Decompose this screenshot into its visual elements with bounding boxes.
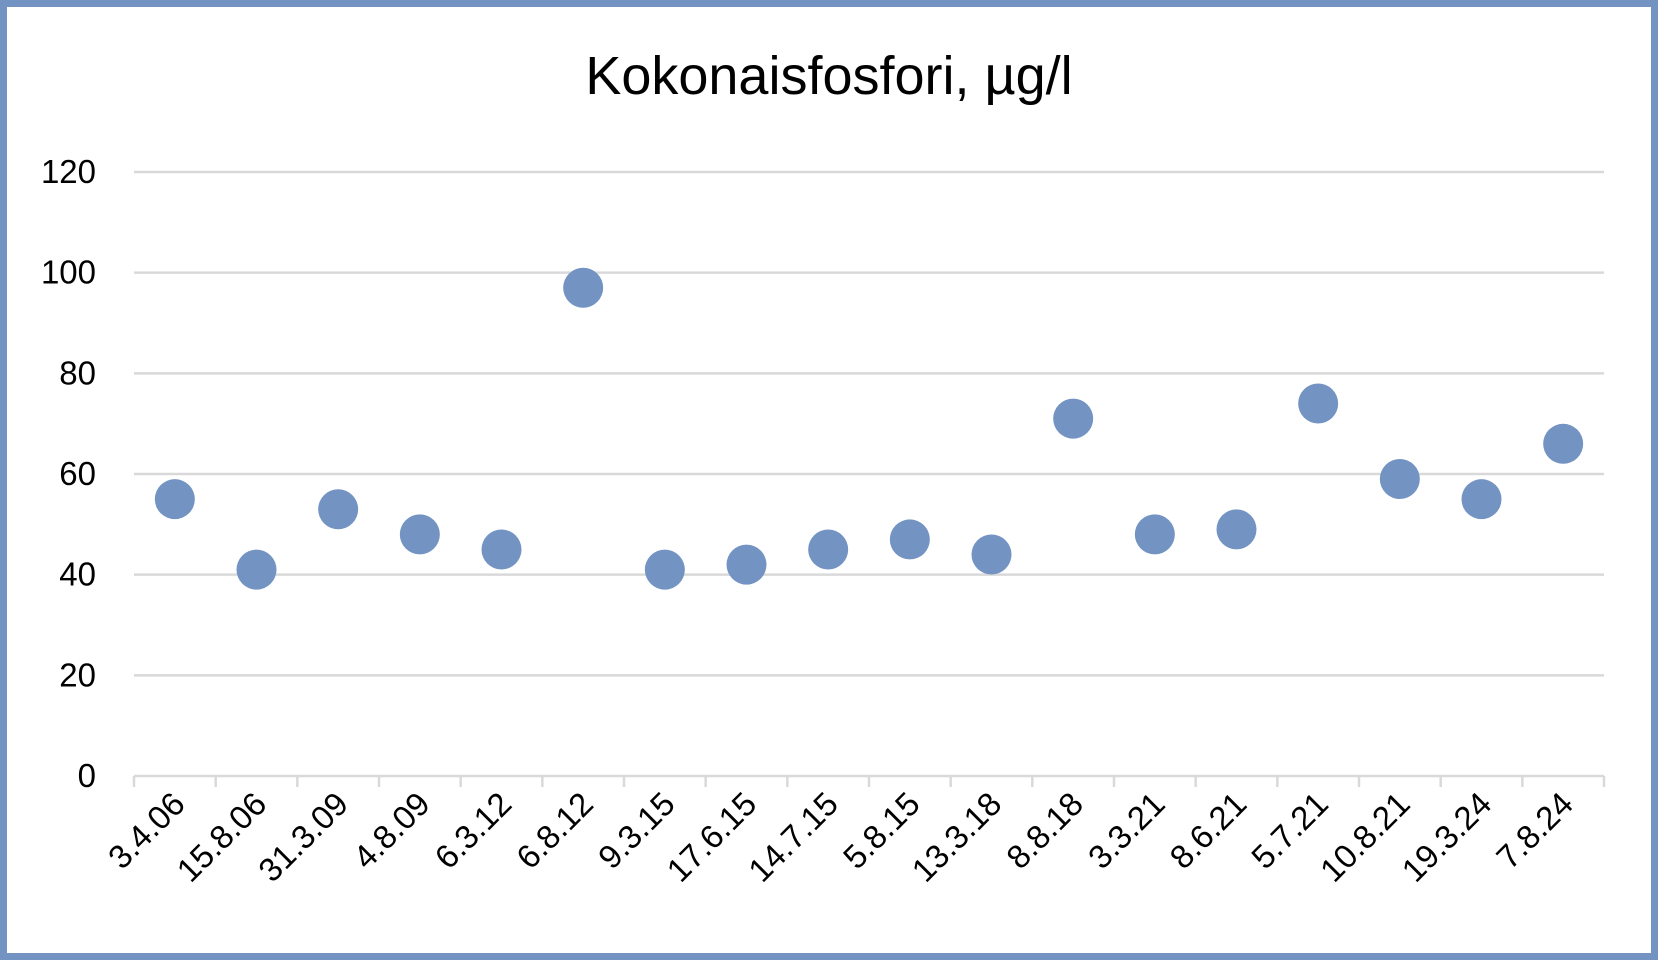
data-point — [1543, 423, 1584, 464]
y-tick-label: 100 — [41, 254, 96, 291]
x-tick-label: 3.3.21 — [1081, 785, 1172, 876]
y-axis-tick-labels: 0 20 40 60 80 100 120 — [41, 153, 96, 794]
y-tick-label: 0 — [78, 757, 96, 794]
data-point — [1461, 479, 1502, 520]
data-point — [1134, 514, 1175, 555]
data-point — [481, 529, 522, 570]
data-point — [1216, 509, 1257, 550]
x-tick-label: 31.3.09 — [251, 785, 355, 889]
data-point — [971, 534, 1012, 575]
y-tick-label: 40 — [59, 556, 96, 593]
data-point — [318, 489, 359, 530]
x-tick-label: 8.6.21 — [1162, 785, 1253, 876]
y-tick-label: 20 — [59, 656, 96, 693]
x-tick-label: 14.7.15 — [741, 785, 845, 889]
data-points — [154, 267, 1584, 590]
x-tick-label: 15.8.06 — [169, 785, 273, 889]
x-tick-label: 13.3.18 — [904, 785, 1008, 889]
x-tick-label: 17.6.15 — [659, 785, 763, 889]
y-tick-label: 80 — [59, 354, 96, 391]
x-axis-tick-labels: 3.4.0615.8.0631.3.094.8.096.3.126.8.129.… — [101, 785, 1580, 889]
x-tick-label: 19.3.24 — [1394, 785, 1498, 889]
x-tick-label: 7.8.24 — [1489, 785, 1580, 876]
data-point — [889, 519, 930, 560]
x-tick-label: 8.8.18 — [999, 785, 1090, 876]
data-point — [808, 529, 849, 570]
gridlines — [134, 170, 1604, 677]
data-point — [644, 549, 685, 590]
chart-title: Kokonaisfosfori, µg/l — [585, 46, 1073, 106]
x-tick-label: 4.8.09 — [346, 785, 437, 876]
x-tick-label: 6.8.12 — [509, 785, 600, 876]
x-tick-label: 6.3.12 — [427, 785, 518, 876]
x-axis — [132, 774, 1606, 787]
data-point — [726, 544, 767, 585]
data-point — [154, 479, 195, 520]
data-point — [236, 549, 277, 590]
data-point — [1298, 383, 1339, 424]
data-point — [399, 514, 440, 555]
y-tick-label: 120 — [41, 153, 96, 190]
y-tick-label: 60 — [59, 455, 96, 492]
data-point — [1053, 398, 1094, 439]
data-point — [563, 267, 604, 308]
data-point — [1379, 459, 1420, 500]
x-tick-label: 10.8.21 — [1313, 785, 1417, 889]
